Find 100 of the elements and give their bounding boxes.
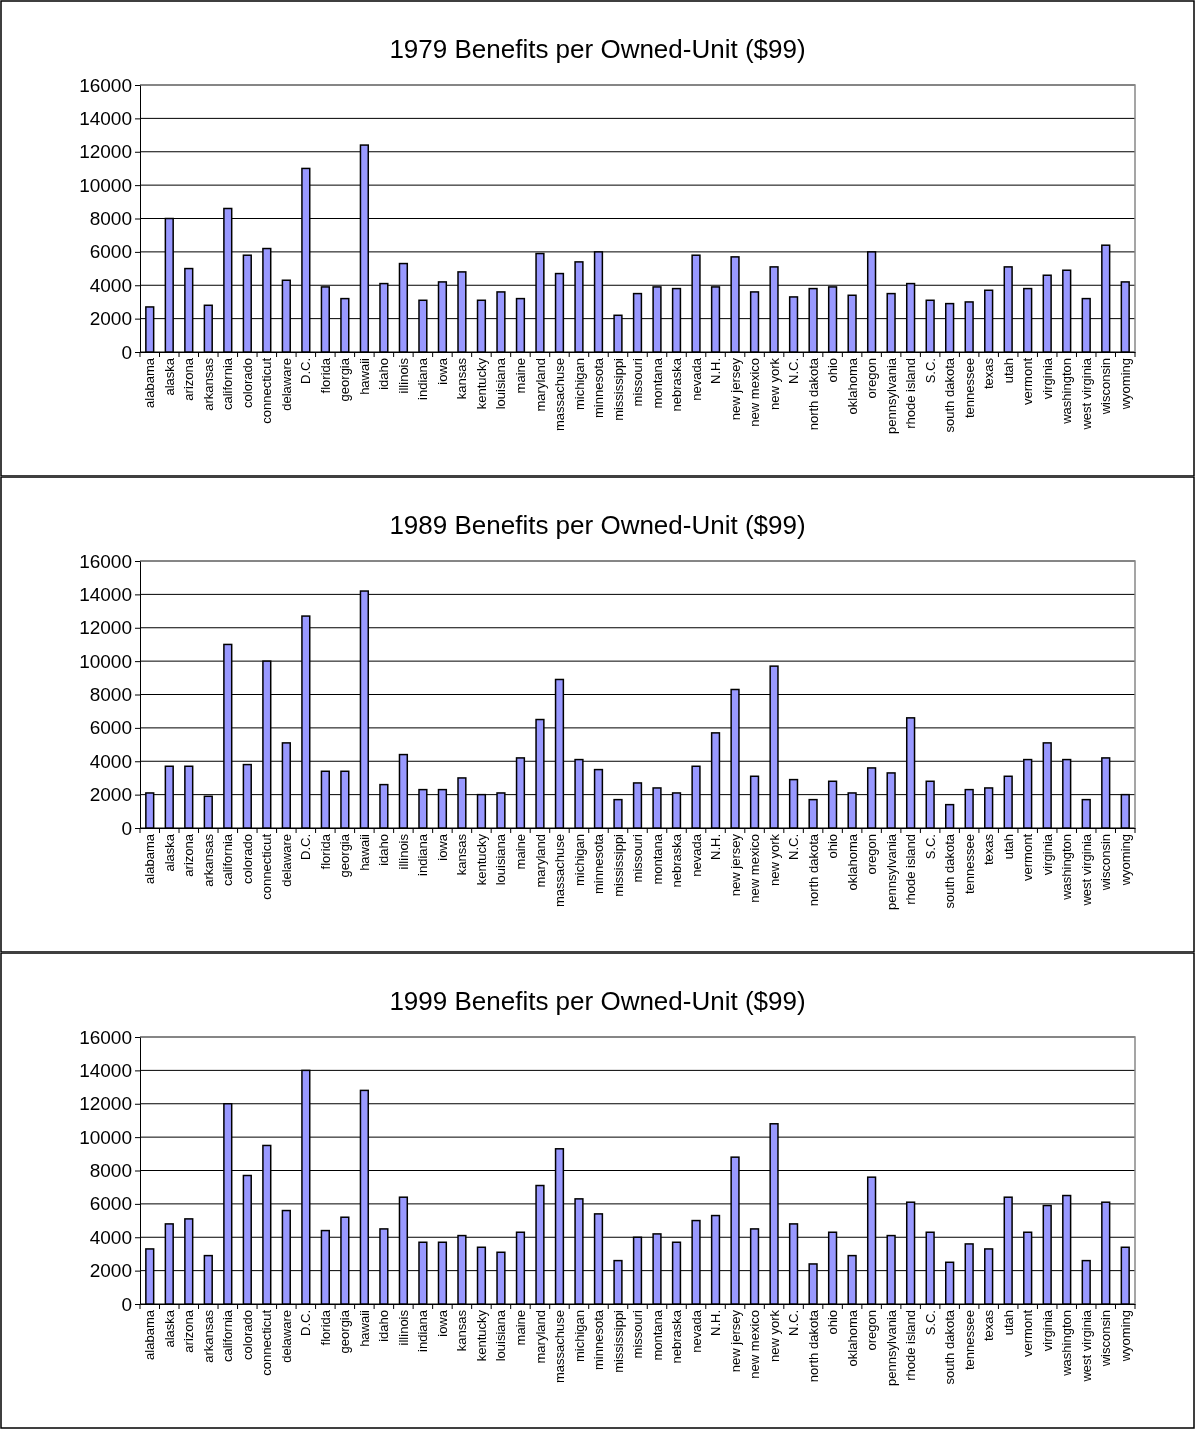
x-tick-label: wisconsin [1098, 358, 1114, 416]
x-tick-label: missouri [630, 1309, 646, 1359]
x-tick-label: alabama [142, 1309, 158, 1360]
x-tick-label: delaware [278, 1310, 294, 1363]
x-tick-label: new jersey [727, 833, 743, 897]
x-tick-label: oklahoma [844, 357, 860, 415]
x-tick-label: illinois [395, 833, 411, 870]
x-tick-label: washington [1059, 834, 1075, 901]
x-tick-label: maine [512, 1310, 528, 1346]
x-tick-label: virginia [1039, 357, 1055, 400]
x-tick-label: new mexico [747, 834, 763, 903]
x-tick-label: idaho [376, 358, 392, 390]
x-tick-label: oklahoma [844, 1309, 860, 1367]
x-tick-label: montana [649, 1309, 665, 1361]
x-tick-label: connecticut [259, 357, 275, 424]
x-tick-label: wisconsin [1098, 1310, 1114, 1368]
y-tick-label: 10000 [79, 650, 132, 672]
y-tick-label: 4000 [89, 1226, 132, 1248]
x-tick-label: S.C. [922, 834, 938, 860]
x-tick-label: connecticut [259, 833, 275, 900]
x-tick-label: D.C. [298, 1310, 314, 1336]
x-tick-label: new jersey [727, 1309, 743, 1373]
x-tick-label: alaska [161, 833, 177, 872]
x-tick-label: florida [317, 833, 333, 870]
x-tick-label: kansas [454, 357, 470, 400]
x-tick-label: california [220, 833, 236, 887]
x-tick-label: michigan [571, 834, 587, 887]
x-tick-label: indiana [415, 1309, 431, 1352]
x-tick-label: louisiana [493, 833, 509, 886]
x-tick-label: tennessee [961, 834, 977, 894]
x-tick-label: kentucky [473, 833, 489, 886]
x-tick-label: north dakota [805, 833, 821, 907]
x-tick-label: colorado [239, 1310, 255, 1360]
x-tick-label: wyoming [1117, 1310, 1133, 1363]
x-tick-label: kansas [454, 833, 470, 876]
x-tick-label: nebraska [669, 1309, 685, 1364]
x-tick-label: wyoming [1117, 834, 1133, 887]
y-tick-label: 8000 [89, 684, 132, 706]
x-tick-label: rhode island [903, 834, 919, 905]
x-tick-label: minnesota [591, 357, 607, 418]
x-tick-label: washington [1059, 358, 1075, 425]
x-tick-label: massachuse [552, 358, 568, 431]
x-tick-label: mississippi [610, 1309, 626, 1373]
x-tick-label: louisiana [493, 357, 509, 410]
y-tick-label: 0 [121, 817, 132, 839]
x-tick-label: pennsylvania [883, 833, 899, 910]
x-tick-label: nebraska [669, 357, 685, 412]
y-tick-label: 6000 [89, 241, 132, 263]
x-tick-label: maryland [532, 358, 548, 412]
x-tick-label: minnesota [591, 833, 607, 894]
x-tick-label: maine [512, 358, 528, 394]
x-tick-label: maryland [532, 1310, 548, 1364]
x-tick-label: oregon [864, 834, 880, 875]
y-tick-label: 16000 [79, 1026, 132, 1048]
x-tick-label: idaho [376, 1310, 392, 1342]
x-tick-label: new mexico [747, 1310, 763, 1379]
x-tick-label: oregon [864, 1310, 880, 1351]
x-tick-label: montana [649, 833, 665, 885]
x-tick-label: delaware [278, 834, 294, 887]
x-tick-label: D.C. [298, 834, 314, 860]
y-tick-label: 14000 [79, 1059, 132, 1081]
x-tick-label: south dakota [942, 833, 958, 909]
x-tick-label: wisconsin [1098, 834, 1114, 892]
x-tick-label: mississippi [610, 357, 626, 421]
x-tick-label: nevada [688, 833, 704, 877]
x-tick-label: S.C. [922, 358, 938, 384]
x-tick-label: georgia [337, 357, 353, 402]
x-tick-label: arkansas [200, 1309, 216, 1363]
x-tick-label: colorado [239, 358, 255, 408]
x-tick-label: delaware [278, 358, 294, 411]
x-tick-label: georgia [337, 833, 353, 878]
y-tick-label: 12000 [79, 141, 132, 163]
x-tick-label: ohio [825, 834, 841, 859]
x-tick-label: north dakota [805, 357, 821, 431]
x-tick-label: california [220, 1309, 236, 1363]
x-tick-label: mississippi [610, 833, 626, 897]
x-tick-label: N.C. [786, 358, 802, 384]
x-tick-label: illinois [395, 1309, 411, 1346]
x-tick-label: rhode island [903, 358, 919, 429]
x-tick-label: indiana [415, 357, 431, 400]
x-tick-label: massachuse [552, 834, 568, 907]
x-tick-label: tennessee [961, 1310, 977, 1370]
x-tick-label: new mexico [747, 358, 763, 427]
x-tick-label: utah [1000, 1310, 1016, 1336]
x-tick-label: montana [649, 357, 665, 409]
x-tick-label: michigan [571, 1310, 587, 1363]
y-tick-label: 2000 [89, 784, 132, 806]
x-tick-label: illinois [395, 357, 411, 394]
x-tick-label: rhode island [903, 1310, 919, 1381]
y-tick-label: 2000 [89, 1260, 132, 1282]
x-tick-label: arizona [181, 1309, 197, 1353]
y-tick-label: 12000 [79, 1093, 132, 1115]
x-tick-label: minnesota [591, 1309, 607, 1370]
x-tick-label: pennsylvania [883, 1309, 899, 1386]
x-tick-label: D.C. [298, 358, 314, 384]
chart-title: 1979 Benefits per Owned-Unit ($99) [389, 34, 806, 64]
chart-title: 1989 Benefits per Owned-Unit ($99) [389, 510, 806, 540]
x-tick-label: vermont [1020, 357, 1036, 405]
x-tick-label: virginia [1039, 833, 1055, 876]
x-tick-label: south dakota [942, 1309, 958, 1385]
